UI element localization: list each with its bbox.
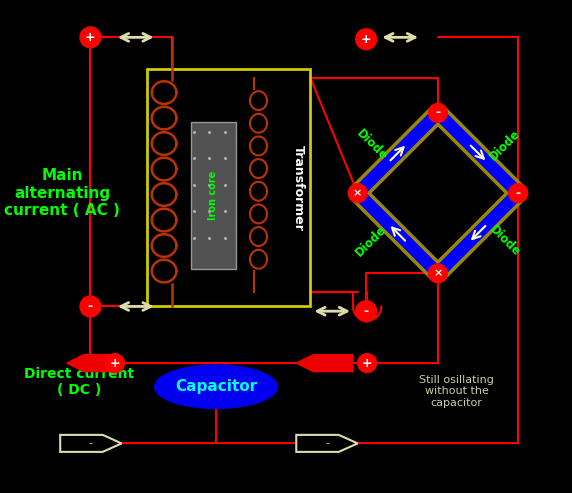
Text: Transformer: Transformer — [292, 144, 305, 230]
Text: Diode: Diode — [353, 127, 390, 164]
FancyArrow shape — [60, 435, 122, 452]
Text: ×: × — [433, 268, 443, 279]
Text: -: - — [88, 300, 93, 313]
FancyArrow shape — [296, 435, 358, 452]
Ellipse shape — [154, 365, 277, 408]
Circle shape — [358, 353, 376, 373]
Text: -: - — [435, 106, 440, 119]
Text: Diode: Diode — [486, 223, 523, 259]
Text: Diode: Diode — [353, 223, 390, 259]
Text: Direct current
( DC ): Direct current ( DC ) — [24, 367, 134, 397]
Text: -: - — [89, 438, 93, 449]
Circle shape — [428, 264, 447, 283]
Bar — [190, 122, 236, 269]
FancyArrow shape — [67, 354, 114, 372]
Text: Capacitor: Capacitor — [175, 379, 257, 394]
Circle shape — [428, 104, 447, 122]
Text: +: + — [110, 356, 120, 370]
Circle shape — [356, 301, 376, 321]
Circle shape — [509, 184, 527, 203]
Text: Diode: Diode — [486, 127, 523, 164]
Text: +: + — [85, 31, 96, 44]
Text: Main
alternating
current ( AC ): Main alternating current ( AC ) — [4, 168, 120, 218]
Text: -: - — [364, 305, 369, 317]
Circle shape — [80, 296, 101, 317]
Circle shape — [356, 29, 376, 50]
Circle shape — [105, 353, 124, 373]
Bar — [147, 69, 311, 307]
Circle shape — [80, 27, 101, 48]
Text: -: - — [325, 438, 329, 449]
Text: +: + — [362, 356, 372, 370]
Text: +: + — [361, 33, 371, 46]
FancyArrow shape — [296, 354, 353, 372]
Text: Iron core: Iron core — [208, 171, 218, 220]
Circle shape — [348, 184, 367, 203]
Text: -: - — [515, 187, 521, 200]
Text: Still osillating
without the
capacitor: Still osillating without the capacitor — [419, 375, 494, 408]
Text: ×: × — [353, 188, 362, 198]
